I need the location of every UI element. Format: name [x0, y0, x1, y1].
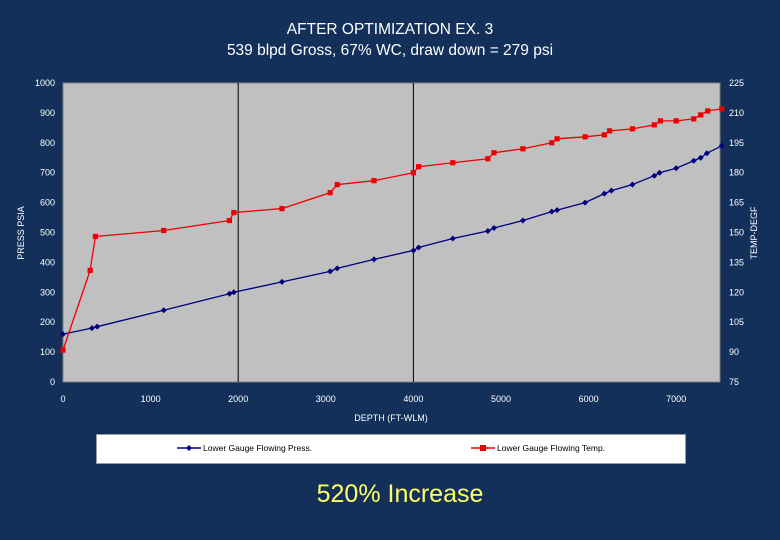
temperature-point [60, 347, 66, 353]
pressure-point [230, 289, 237, 296]
temperature-point [601, 132, 607, 138]
pressure-point [490, 225, 497, 232]
y2-tick-label: 150 [729, 228, 744, 238]
temperature-point [657, 118, 664, 124]
temperature-point [416, 164, 422, 170]
pressure-point [484, 228, 491, 235]
y2-tick-label: 135 [729, 257, 744, 267]
temperature-point [279, 205, 285, 212]
chart-subtitle: 539 blpd Gross, 67% WC, draw down = 279 … [226, 42, 554, 59]
pressure-point [88, 325, 95, 332]
pressure-point [410, 247, 417, 254]
y-tick-label: 100 [40, 347, 55, 357]
pressure-point [608, 187, 615, 194]
y2-tick-label: 75 [729, 377, 739, 387]
temperature-point [673, 118, 679, 124]
y-tick-label: 1000 [35, 78, 55, 88]
temperature-point [705, 108, 711, 114]
pressure-point [519, 217, 526, 224]
y-tick-label: 300 [40, 287, 55, 297]
y2-axis-label: TEMP-DEGF [749, 206, 759, 260]
y-tick-label: 800 [40, 138, 55, 148]
x-tick-label: 0 [60, 394, 65, 404]
pressure-point [651, 172, 658, 179]
y2-tick-label: 105 [729, 317, 744, 327]
y2-tick-label: 210 [729, 108, 744, 118]
y2-tick-label: 225 [729, 78, 744, 88]
pressure-point [548, 208, 555, 215]
legend-press-marker [186, 445, 192, 451]
legend-press-label: Lower Gauge Flowing Press. [203, 443, 313, 453]
x-tick-label: 6000 [579, 394, 599, 404]
temperature-point [226, 217, 233, 224]
pressure-point [279, 278, 285, 285]
chart-title: AFTER OPTIMIZATION EX. 3 [286, 21, 494, 38]
temperature-point [582, 134, 588, 140]
pressure-point [415, 244, 422, 251]
pressure-point [60, 331, 66, 338]
x-tick-label: 7000 [666, 394, 686, 404]
temperature-point [410, 170, 416, 176]
temperature-point [651, 122, 657, 128]
temperature-point [549, 140, 555, 146]
legend-temp-marker [480, 445, 486, 451]
temperature-point [92, 233, 99, 240]
y-tick-label: 500 [40, 228, 55, 238]
y-tick-label: 400 [40, 257, 55, 267]
temperature-point [371, 178, 377, 184]
pressure-point [629, 181, 636, 188]
y2-tick-label: 180 [729, 168, 744, 178]
temperature-point [334, 182, 340, 188]
temperature-point [231, 209, 237, 216]
pressure-point [370, 256, 377, 263]
temperature-point [607, 128, 613, 134]
temperature-point [520, 146, 526, 152]
pressure-point [703, 150, 710, 157]
temperature-point [629, 126, 635, 132]
temperature-point [450, 160, 456, 166]
pressure-point [690, 157, 697, 164]
pressure-point [601, 190, 608, 197]
x-tick-label: 3000 [316, 394, 336, 404]
temperature-point [327, 190, 333, 196]
temperature-point [554, 136, 560, 142]
pressure-point [673, 165, 680, 172]
x-axis-label: DEPTH (FT-WLM) [354, 413, 428, 423]
temperature-point [87, 267, 93, 273]
x-tick-label: 5000 [491, 394, 511, 404]
x-tick-label: 1000 [141, 394, 161, 404]
legend-temp-label: Lower Gauge Flowing Temp. [497, 443, 606, 453]
pressure-point [94, 323, 101, 330]
pressure-point [718, 142, 725, 149]
temperature-point [485, 156, 491, 162]
y-tick-label: 900 [40, 108, 55, 118]
y2-tick-label: 165 [729, 198, 744, 208]
legend: Lower Gauge Flowing Press. Lower Gauge F… [96, 434, 686, 464]
x-tick-label: 4000 [403, 394, 423, 404]
temperature-point [698, 112, 704, 118]
pressure-point [656, 169, 663, 176]
y-tick-label: 600 [40, 198, 55, 208]
pressure-point [160, 307, 167, 314]
pressure-point [697, 154, 704, 161]
y2-tick-label: 90 [729, 347, 739, 357]
pressure-point [334, 265, 341, 272]
y-tick-label: 0 [50, 377, 55, 387]
pressure-point [449, 235, 456, 242]
temperature-point [719, 106, 725, 112]
y-tick-label: 700 [40, 168, 55, 178]
x-tick-label: 2000 [228, 394, 248, 404]
increase-callout: 520% Increase [316, 480, 484, 508]
temperature-point [491, 150, 497, 156]
pressure-point [582, 199, 589, 206]
y2-tick-label: 120 [729, 287, 744, 297]
y-tick-label: 200 [40, 317, 55, 327]
pressure-point [327, 268, 334, 275]
y2-tick-label: 195 [729, 138, 744, 148]
temperature-point [691, 116, 697, 122]
temperature-point [161, 227, 167, 234]
y-axis-label: PRESS PSIA [16, 206, 26, 260]
pressure-point [554, 207, 561, 214]
